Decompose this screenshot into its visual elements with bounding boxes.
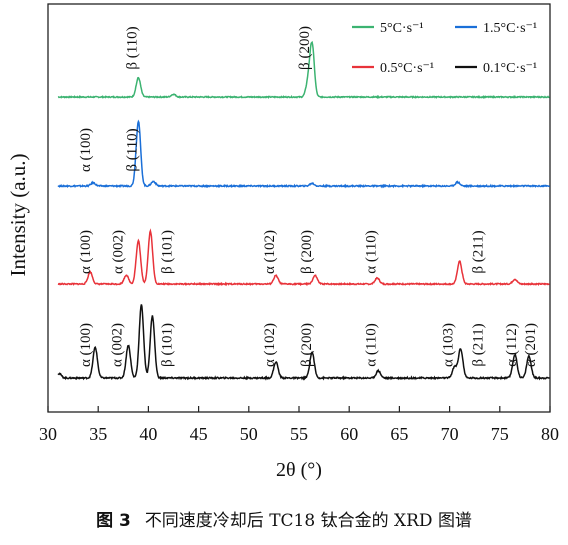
peak-labels-group: β (110) β (200) α (100) β (110) α (100) α (00… xyxy=(78,26,539,367)
traces-group xyxy=(57,40,551,381)
peak-label: α (002) xyxy=(110,230,126,274)
peak-label: α (102) xyxy=(262,230,278,274)
x-tick-label: 45 xyxy=(190,424,208,444)
x-tick-label: 55 xyxy=(290,424,308,444)
x-axis: 30 35 40 45 50 55 60 65 70 75 80 xyxy=(39,406,559,444)
y-axis-label: Intensity (a.u.) xyxy=(6,153,30,276)
peak-label: β (110) xyxy=(124,26,140,69)
x-tick-label: 70 xyxy=(441,424,459,444)
legend-label: 0.5°C·s⁻¹ xyxy=(380,61,434,76)
series-line xyxy=(57,40,550,100)
x-tick-label: 50 xyxy=(240,424,258,444)
peak-label: β (211) xyxy=(471,230,487,273)
peak-label: α (112) xyxy=(504,323,520,367)
peak-label: α (103) xyxy=(441,323,457,367)
figure-caption-text: 不同速度冷却后 TC18 钛合金的 XRD 图谱 xyxy=(144,511,472,531)
x-tick-label: 30 xyxy=(39,424,57,444)
peak-label: α (110) xyxy=(363,323,379,367)
peak-label: β (200) xyxy=(299,230,315,274)
peak-label: β (200) xyxy=(297,26,313,70)
x-tick-label: 60 xyxy=(340,424,358,444)
x-tick-label: 40 xyxy=(139,424,157,444)
x-tick-label: 65 xyxy=(390,424,408,444)
peak-label: α (100) xyxy=(78,128,94,172)
peak-label: β (200) xyxy=(299,323,315,367)
peak-label: β (211) xyxy=(471,323,487,366)
figure-caption: 图 3 不同速度冷却后 TC18 钛合金的 XRD 图谱 xyxy=(0,506,568,531)
series-line xyxy=(57,304,550,381)
legend-label: 1.5°C·s⁻¹ xyxy=(483,21,537,36)
peak-label: α (110) xyxy=(363,230,379,274)
legend-label: 0.1°C·s⁻¹ xyxy=(483,61,537,76)
series-line xyxy=(57,228,550,287)
x-axis-label: 2θ (°) xyxy=(276,459,322,481)
legend: 5°C·s⁻¹ 1.5°C·s⁻¹ 0.5°C·s⁻¹ 0.1°C·s⁻¹ xyxy=(352,21,537,76)
peak-label: α (102) xyxy=(262,323,278,367)
peak-label: α (201) xyxy=(523,323,539,367)
peak-label: β (101) xyxy=(160,323,176,367)
legend-label: 5°C·s⁻¹ xyxy=(380,21,424,36)
x-tick-label: 35 xyxy=(89,424,107,444)
figure-number: 图 3 xyxy=(96,511,131,531)
series-line xyxy=(57,119,551,189)
peak-label: α (100) xyxy=(78,230,94,274)
x-tick-label: 80 xyxy=(541,424,559,444)
peak-label: β (110) xyxy=(124,128,140,171)
peak-label: β (101) xyxy=(160,230,176,274)
peak-label: α (002) xyxy=(109,323,125,367)
peak-label: α (100) xyxy=(78,323,94,367)
x-tick-label: 75 xyxy=(491,424,509,444)
